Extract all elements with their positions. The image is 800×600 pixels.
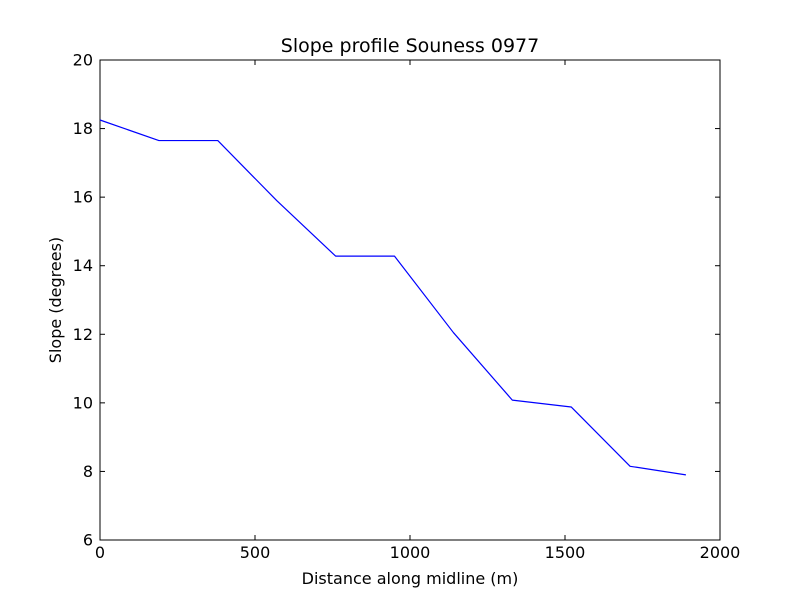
series-layer — [99, 119, 686, 476]
y-tick-label: 14 — [73, 256, 93, 275]
x-axis-ticks: 0 500 1000 1500 2000 — [95, 60, 740, 562]
y-tick-label: 18 — [73, 119, 93, 138]
y-axis-label: Slope (degrees) — [46, 237, 65, 363]
x-tick-label: 1500 — [545, 543, 586, 562]
x-tick-label: 1000 — [390, 543, 431, 562]
x-tick-label: 2000 — [700, 543, 741, 562]
x-tick-label: 500 — [240, 543, 271, 562]
chart-title: Slope profile Souness 0977 — [281, 35, 539, 57]
y-tick-label: 8 — [83, 462, 93, 481]
series-line-slope — [99, 119, 686, 476]
x-axis-label: Distance along midline (m) — [302, 569, 519, 588]
y-tick-label: 20 — [73, 51, 93, 70]
plot-area: 0 500 1000 1500 2000 6 8 10 12 14 16 18 20 — [73, 51, 741, 563]
y-tick-label: 6 — [83, 531, 93, 550]
x-tick-label: 0 — [95, 543, 105, 562]
y-tick-label: 16 — [73, 188, 93, 207]
y-tick-label: 12 — [73, 325, 93, 344]
y-tick-label: 10 — [73, 393, 93, 412]
y-axis-ticks: 6 8 10 12 14 16 18 20 — [73, 51, 720, 550]
plot-frame — [99, 59, 721, 541]
